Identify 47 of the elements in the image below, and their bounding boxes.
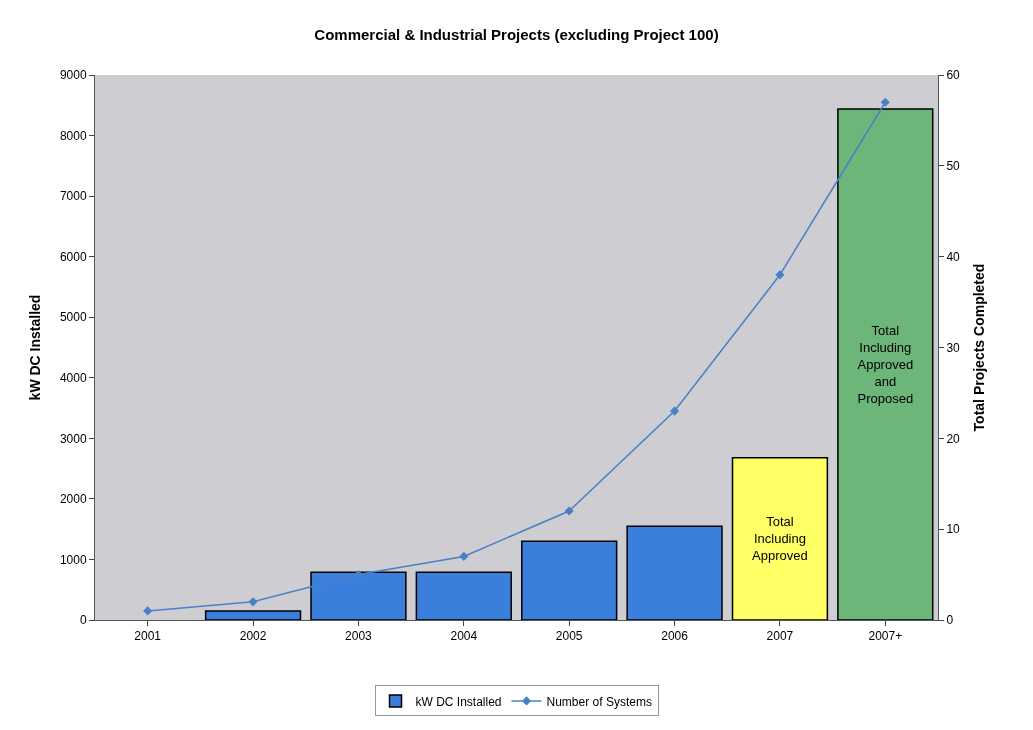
data-label: Total Including Approved xyxy=(752,514,808,564)
y-tick-label: 9000 xyxy=(59,68,87,83)
x-tick-label: 2002 xyxy=(239,629,267,644)
y-tick-label: 2000 xyxy=(59,492,87,507)
legend-label: Number of Systems xyxy=(546,694,652,709)
y-tick-label: 6000 xyxy=(59,249,87,264)
point xyxy=(459,551,469,561)
bar xyxy=(415,571,512,620)
y2-tick-label: 20 xyxy=(946,431,961,446)
bar xyxy=(521,540,618,620)
y2-tick-label: 10 xyxy=(946,522,961,537)
x-tick-label: 2004 xyxy=(450,629,478,644)
point xyxy=(775,270,785,280)
chart-title: Commercial & Industrial Projects (excluding Project 100) xyxy=(314,25,719,43)
y-tick-label: 7000 xyxy=(59,189,87,204)
bar xyxy=(204,610,302,620)
point xyxy=(564,506,574,516)
y2-tick-label: 50 xyxy=(946,159,961,174)
legend-label: kW DC Installed xyxy=(415,694,502,709)
point xyxy=(670,406,680,416)
bar xyxy=(837,108,934,620)
y2-axis-title: Total Projects Completed xyxy=(971,263,988,432)
point xyxy=(880,97,890,107)
x-tick-label: 2007 xyxy=(766,629,794,644)
y-tick-label: 5000 xyxy=(59,310,87,325)
point xyxy=(143,606,153,616)
x-tick-label: 2003 xyxy=(345,629,373,644)
y-tick-label: 0 xyxy=(79,613,87,628)
y2-tick-label: 30 xyxy=(946,340,961,355)
data-label: Total Including Approved and Proposed xyxy=(857,323,914,406)
x-tick-label: 2001 xyxy=(134,629,162,644)
y-tick-label: 3000 xyxy=(59,431,87,446)
bar xyxy=(310,571,407,620)
x-tick-label: 2007+ xyxy=(868,629,903,644)
y-tick-label: 8000 xyxy=(59,128,87,143)
point xyxy=(353,570,363,580)
point xyxy=(248,597,258,607)
y2-tick-label: 60 xyxy=(946,68,961,83)
bar xyxy=(626,525,723,620)
y2-tick-label: 0 xyxy=(946,613,954,628)
x-tick-label: 2006 xyxy=(661,629,689,644)
y-tick-label: 4000 xyxy=(59,370,87,385)
x-tick-label: 2005 xyxy=(555,629,583,644)
y-axis-title: kW DC Installed xyxy=(27,294,44,401)
bar xyxy=(731,456,829,620)
y2-tick-label: 40 xyxy=(946,249,961,264)
y-tick-label: 1000 xyxy=(59,552,87,567)
